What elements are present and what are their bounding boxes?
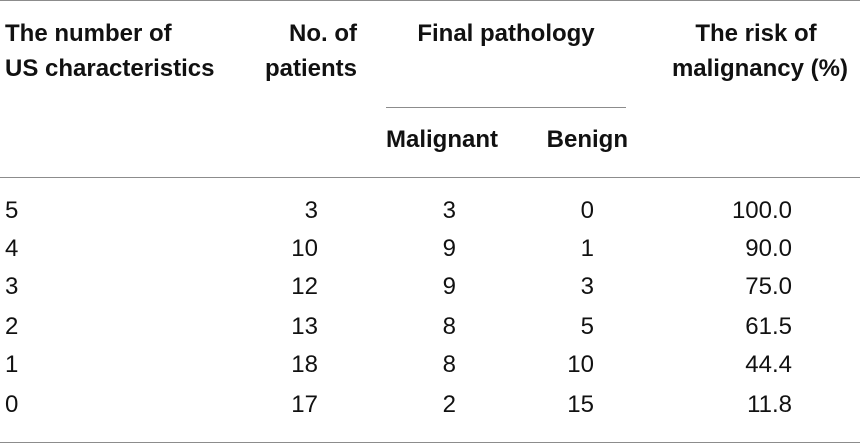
cell-risk: 61.5	[745, 313, 792, 340]
cell-patients: 10	[291, 235, 318, 262]
cell-benign: 1	[580, 235, 594, 262]
cell-malignant: 8	[442, 351, 456, 378]
cell-risk: 90.0	[745, 235, 792, 262]
bottom-rule	[0, 442, 860, 443]
cell-malignant: 9	[442, 273, 456, 300]
cell-characteristics: 1	[5, 351, 19, 378]
header-us-characteristics-line2: US characteristics	[5, 55, 215, 82]
header-rule	[0, 177, 860, 178]
cell-malignant: 9	[442, 235, 456, 262]
cell-patients: 18	[291, 351, 318, 378]
cell-malignant: 3	[442, 197, 456, 224]
header-us-characteristics: The number of US characteristics	[5, 16, 245, 86]
cell-benign: 5	[580, 313, 594, 340]
cell-patients: 13	[291, 313, 318, 340]
cell-risk: 100.0	[731, 197, 792, 224]
cell-characteristics: 0	[5, 391, 19, 418]
header-risk-of-malignancy: The risk of malignancy (%)	[640, 16, 848, 86]
header-risk-line2: malignancy (%)	[671, 55, 848, 82]
cell-characteristics: 5	[5, 197, 19, 224]
header-risk-line1: The risk of	[695, 20, 817, 47]
cell-characteristics: 4	[5, 235, 19, 262]
header-benign: Benign	[546, 126, 628, 153]
header-us-characteristics-line1: The number of	[5, 20, 172, 47]
top-rule	[0, 0, 860, 1]
header-malignant: Malignant	[386, 126, 498, 153]
header-no-of-patients-line2: patients	[264, 55, 357, 82]
header-no-of-patients-line1: No. of	[289, 20, 357, 47]
cell-risk: 11.8	[747, 391, 792, 418]
cell-malignant: 2	[442, 391, 456, 418]
cell-benign: 10	[567, 351, 594, 378]
cell-patients: 3	[304, 197, 318, 224]
cell-risk: 75.0	[745, 273, 792, 300]
cell-characteristics: 2	[5, 313, 19, 340]
cell-malignant: 8	[442, 313, 456, 340]
header-final-pathology: Final pathology	[417, 20, 595, 47]
header-no-of-patients: No. of patients	[245, 16, 357, 86]
cell-patients: 17	[291, 391, 318, 418]
cell-risk: 44.4	[745, 351, 792, 378]
cell-benign: 0	[580, 197, 594, 224]
group-subrule	[386, 107, 626, 108]
cell-benign: 15	[567, 391, 594, 418]
cell-benign: 3	[580, 273, 594, 300]
cell-patients: 12	[291, 273, 318, 300]
cell-characteristics: 3	[5, 273, 19, 300]
